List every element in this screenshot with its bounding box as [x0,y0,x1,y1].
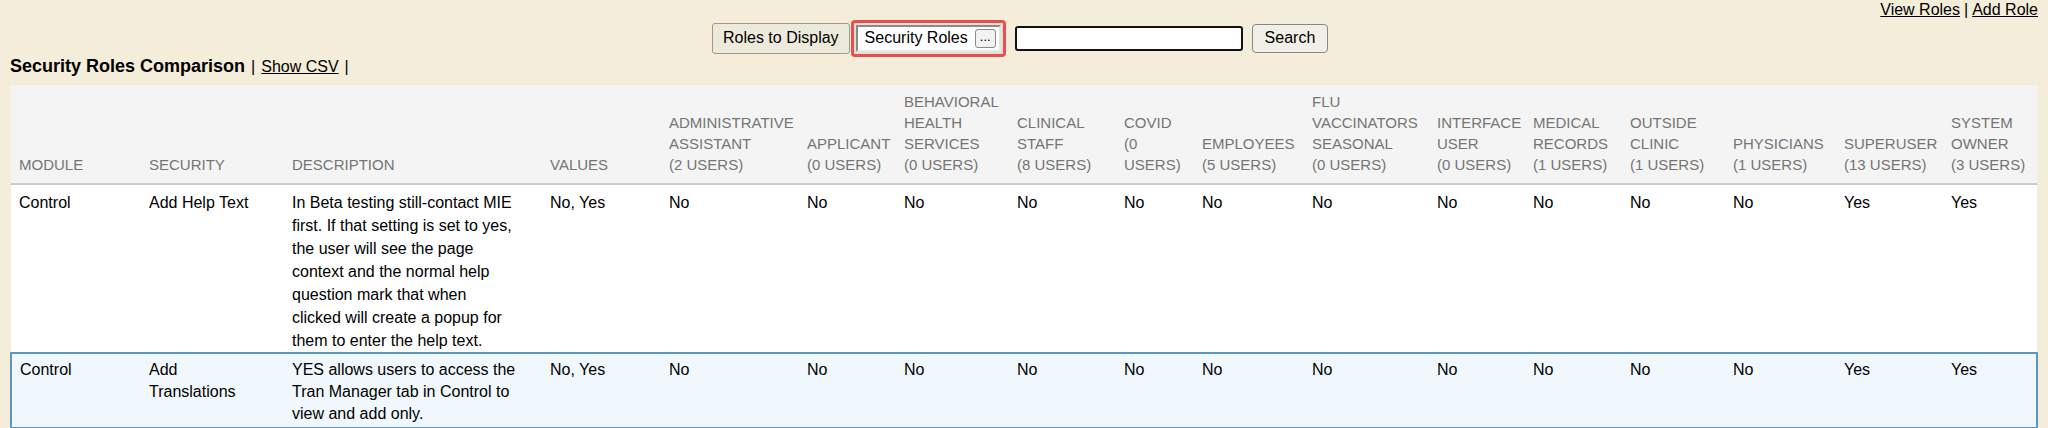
cell-outside-clinic: No [1622,353,1725,428]
security-roles-comparison-page: View Roles|Add Role Roles to Display Sec… [0,0,2048,428]
cell-description: YES allows users to access the Tran Mana… [284,353,542,428]
link-separator: | [1960,1,1972,18]
column-header-physicians: PHYSICIANS (1 USERS) [1725,85,1836,184]
cell-employees: No [1194,184,1304,353]
security-roles-picker-value: Security Roles [865,29,968,47]
cell-medical-records: No [1525,184,1622,353]
column-header-covid: COVID (0 USERS) [1116,85,1194,184]
cell-applicant: No [799,353,896,428]
column-header-interface-user: INTERFACE USER (0 USERS) [1429,85,1525,184]
column-header-values: VALUES [542,85,661,184]
column-header-flu-vaccinators-seasonal: FLU VACCINATORS SEASONAL (0 USERS) [1304,85,1429,184]
table-row: ControlAdd Help TextIn Beta testing stil… [11,184,2037,353]
table-header-row: MODULESECURITYDESCRIPTIONVALUESADMINISTR… [11,85,2037,184]
cell-superuser: Yes [1836,353,1943,428]
search-button[interactable]: Search [1252,24,1329,53]
cell-system-owner: Yes [1943,353,2037,428]
cell-medical-records: No [1525,353,1622,428]
show-csv-link[interactable]: Show CSV [261,58,338,76]
column-header-system-owner: SYSTEM OWNER (3 USERS) [1943,85,2037,184]
picker-highlight-box: Security Roles ... [851,20,1006,57]
cell-administrative-assistant: No [661,184,799,353]
column-header-description: DESCRIPTION [284,85,542,184]
cell-outside-clinic: No [1622,184,1725,353]
picker-ellipsis-button[interactable]: ... [975,29,996,48]
cell-values: No, Yes [542,353,661,428]
cell-superuser: Yes [1836,184,1943,353]
cell-behavioral-health-services: No [896,184,1009,353]
column-header-employees: EMPLOYEES (5 USERS) [1194,85,1304,184]
cell-employees: No [1194,353,1304,428]
roles-comparison-table: MODULESECURITYDESCRIPTIONVALUESADMINISTR… [10,85,2038,428]
cell-covid: No [1116,184,1194,353]
heading-trailing-separator: | [345,58,349,76]
heading-separator: | [251,58,255,76]
cell-flu-vaccinators-seasonal: No [1304,184,1429,353]
top-action-links: View Roles|Add Role [1880,1,2038,19]
cell-flu-vaccinators-seasonal: No [1304,353,1429,428]
security-roles-picker[interactable]: Security Roles ... [856,25,1001,52]
cell-description: In Beta testing still-contact MIE first.… [284,184,542,353]
roles-to-display-button[interactable]: Roles to Display [712,23,850,54]
page-title: Security Roles Comparison [10,56,245,77]
column-header-administrative-assistant: ADMINISTRATIVE ASSISTANT (2 USERS) [661,85,799,184]
cell-interface-user: No [1429,184,1525,353]
cell-covid: No [1116,353,1194,428]
column-header-applicant: APPLICANT (0 USERS) [799,85,896,184]
cell-interface-user: No [1429,353,1525,428]
column-header-behavioral-health-services: BEHAVIORAL HEALTH SERVICES (0 USERS) [896,85,1009,184]
table-row: ControlAdd TranslationsYES allows users … [11,353,2037,428]
roles-toolbar: Roles to Display Security Roles ... Sear… [712,19,1328,57]
cell-physicians: No [1725,184,1836,353]
cell-physicians: No [1725,353,1836,428]
search-input[interactable] [1015,26,1243,51]
column-header-outside-clinic: OUTSIDE CLINIC (1 USERS) [1622,85,1725,184]
cell-behavioral-health-services: No [896,353,1009,428]
cell-security: Add Translations [141,353,284,428]
page-heading: Security Roles Comparison | Show CSV | [10,56,349,77]
cell-values: No, Yes [542,184,661,353]
view-roles-link[interactable]: View Roles [1880,1,1960,18]
cell-module: Control [11,184,141,353]
column-header-module: MODULE [11,85,141,184]
cell-security: Add Help Text [141,184,284,353]
cell-administrative-assistant: No [661,353,799,428]
cell-applicant: No [799,184,896,353]
cell-clinical-staff: No [1009,353,1116,428]
add-role-link[interactable]: Add Role [1972,1,2038,18]
column-header-security: SECURITY [141,85,284,184]
roles-table-wrap: MODULESECURITYDESCRIPTIONVALUESADMINISTR… [10,85,2036,428]
cell-clinical-staff: No [1009,184,1116,353]
cell-system-owner: Yes [1943,184,2037,353]
column-header-medical-records: MEDICAL RECORDS (1 USERS) [1525,85,1622,184]
column-header-superuser: SUPERUSER (13 USERS) [1836,85,1943,184]
column-header-clinical-staff: CLINICAL STAFF (8 USERS) [1009,85,1116,184]
cell-module: Control [11,353,141,428]
